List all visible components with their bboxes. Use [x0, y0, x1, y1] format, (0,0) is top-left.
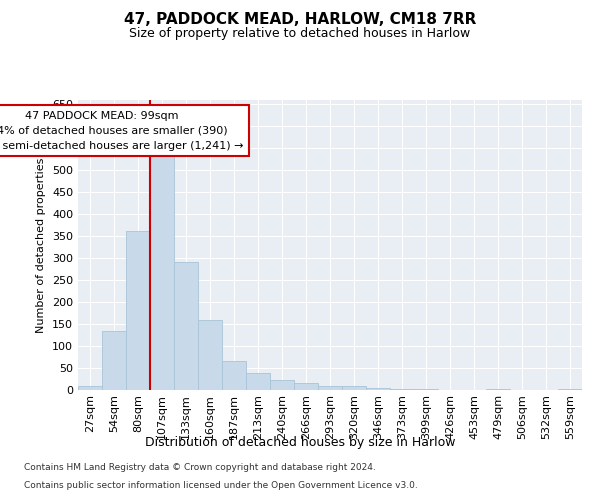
Bar [486, 388, 510, 390]
Bar [366, 388, 390, 390]
Text: Contains public sector information licensed under the Open Government Licence v3: Contains public sector information licen… [24, 481, 418, 490]
Bar [78, 386, 102, 390]
Bar [198, 320, 222, 390]
Bar [318, 386, 342, 390]
Text: Contains HM Land Registry data © Crown copyright and database right 2024.: Contains HM Land Registry data © Crown c… [24, 464, 376, 472]
Bar [126, 231, 150, 390]
Bar [342, 386, 366, 390]
Bar [558, 389, 582, 390]
Bar [414, 389, 438, 390]
Bar [294, 384, 318, 390]
Bar [390, 389, 414, 390]
Text: 47 PADDOCK MEAD: 99sqm
← 24% of detached houses are smaller (390)
76% of semi-de: 47 PADDOCK MEAD: 99sqm ← 24% of detached… [0, 111, 244, 150]
Text: 47, PADDOCK MEAD, HARLOW, CM18 7RR: 47, PADDOCK MEAD, HARLOW, CM18 7RR [124, 12, 476, 28]
Bar [222, 360, 246, 390]
Bar [150, 154, 174, 390]
Text: Distribution of detached houses by size in Harlow: Distribution of detached houses by size … [145, 436, 455, 449]
Bar [102, 330, 126, 390]
Y-axis label: Number of detached properties: Number of detached properties [37, 158, 46, 332]
Bar [174, 262, 198, 390]
Bar [270, 380, 294, 390]
Bar [246, 374, 270, 390]
Text: Size of property relative to detached houses in Harlow: Size of property relative to detached ho… [130, 28, 470, 40]
